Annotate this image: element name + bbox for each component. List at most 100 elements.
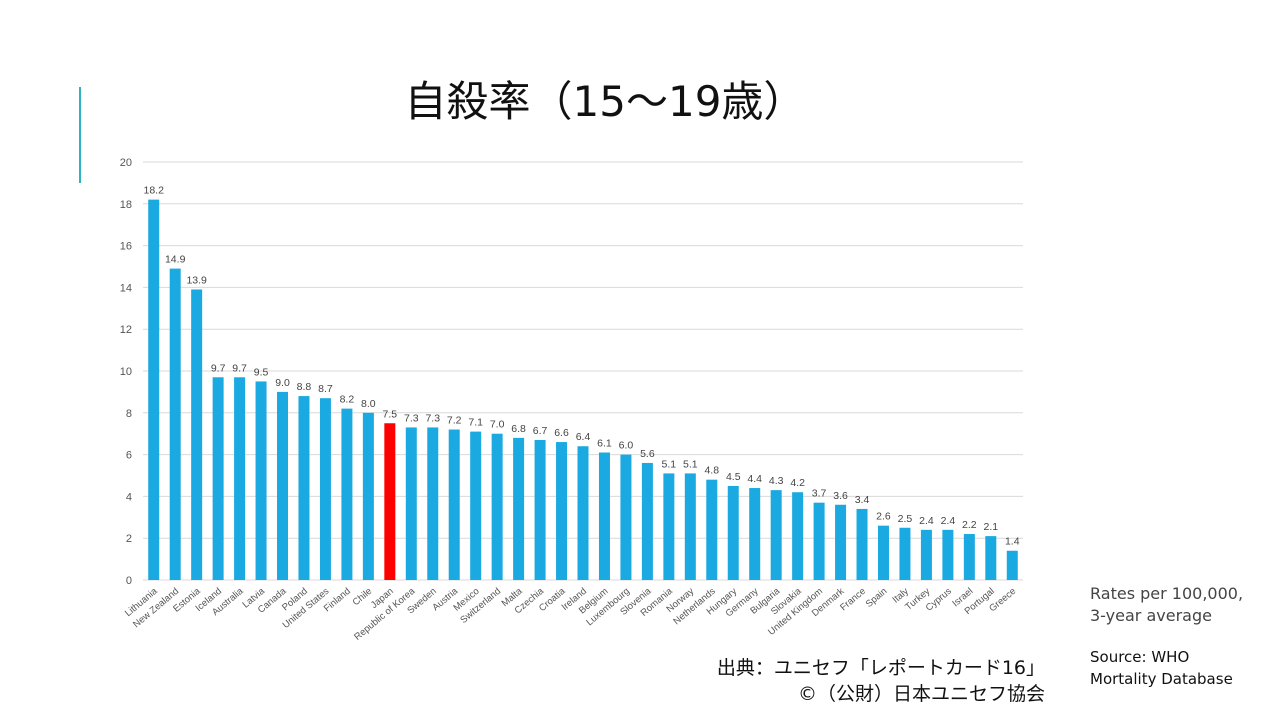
data-label: 4.4 [747, 473, 762, 485]
data-label: 8.8 [297, 381, 312, 393]
bar [405, 427, 417, 580]
data-label: 8.2 [340, 394, 355, 406]
bar [899, 527, 911, 580]
data-label: 9.7 [211, 362, 226, 374]
data-label: 5.6 [640, 448, 655, 460]
bar [856, 508, 868, 580]
y-tick-label: 8 [126, 408, 132, 420]
bar [341, 408, 353, 580]
y-tick-label: 20 [120, 157, 132, 169]
data-label: 7.5 [383, 408, 398, 420]
rates-note: Rates per 100,000, 3-year average [1090, 583, 1243, 627]
accent-line [79, 87, 81, 183]
data-label: 3.4 [855, 494, 870, 506]
bar [427, 427, 439, 580]
y-tick-label: 0 [126, 575, 132, 587]
bar [234, 377, 246, 580]
bar [942, 529, 954, 580]
data-label: 5.1 [662, 458, 677, 470]
bar [448, 429, 460, 580]
credit-note: 出典：ユニセフ「レポートカード16」 ©（公財）日本ユニセフ協会 [640, 655, 1045, 707]
y-tick-label: 4 [126, 491, 132, 503]
bar [362, 412, 374, 580]
bar [319, 398, 331, 580]
bar [727, 485, 739, 580]
data-label: 4.2 [790, 477, 805, 489]
bar [877, 525, 889, 580]
data-label: 4.5 [726, 471, 741, 483]
bar [598, 452, 610, 580]
bar [212, 377, 224, 580]
bar [920, 529, 932, 580]
y-tick-label: 6 [126, 450, 132, 462]
bar [835, 504, 847, 580]
y-tick-label: 16 [120, 241, 132, 253]
source-note-line: Mortality Database [1090, 670, 1233, 688]
chart-title: 自殺率（15〜19歳） [404, 77, 806, 126]
data-label: 9.5 [254, 366, 269, 378]
data-label: 2.2 [962, 519, 977, 531]
bar [255, 381, 267, 580]
x-tick-label: Spain [864, 586, 890, 610]
data-label: 6.7 [533, 425, 548, 437]
data-label: 6.6 [554, 427, 569, 439]
credit-line: 出典：ユニセフ「レポートカード16」 [716, 657, 1045, 679]
data-label: 4.8 [704, 465, 719, 477]
bar [534, 439, 546, 580]
bar [277, 391, 289, 580]
data-label: 2.1 [984, 521, 999, 533]
bar [749, 488, 761, 580]
bar [620, 454, 632, 580]
source-note-line: Source: WHO [1090, 648, 1190, 666]
bar [963, 534, 975, 580]
data-label: 5.1 [683, 458, 698, 470]
y-tick-label: 14 [120, 282, 132, 294]
data-label: 14.9 [165, 254, 186, 266]
bar [813, 502, 825, 580]
data-label: 4.3 [769, 475, 784, 487]
bar [641, 462, 653, 580]
rates-note-line: 3-year average [1090, 606, 1212, 625]
rates-note-line: Rates per 100,000, [1090, 584, 1244, 603]
bar [191, 289, 203, 580]
y-tick-label: 18 [120, 199, 132, 211]
data-label: 7.0 [490, 419, 505, 431]
data-label: 3.7 [812, 488, 827, 500]
data-label: 2.4 [919, 515, 934, 527]
data-label: 2.6 [876, 511, 891, 523]
data-label: 6.1 [597, 438, 612, 450]
y-tick-label: 10 [120, 366, 132, 378]
data-label: 8.7 [318, 383, 333, 395]
y-tick-label: 12 [120, 324, 132, 336]
y-tick-label: 2 [126, 533, 132, 545]
bar [148, 199, 160, 580]
bar [556, 442, 568, 580]
data-label: 2.4 [941, 515, 956, 527]
bar [1006, 550, 1018, 580]
bar [577, 446, 589, 580]
bar [513, 437, 525, 580]
data-label: 7.1 [468, 417, 483, 429]
bar [985, 536, 997, 580]
data-label: 3.6 [833, 490, 848, 502]
bar [663, 473, 675, 580]
data-label: 6.4 [576, 431, 591, 443]
data-label: 8.0 [361, 398, 376, 410]
credit-line: ©（公財）日本ユニセフ協会 [797, 683, 1045, 705]
bar [169, 268, 181, 580]
bar [770, 490, 782, 580]
bar [470, 431, 482, 580]
bar [384, 423, 396, 580]
bar [706, 479, 718, 580]
data-label: 9.0 [275, 377, 290, 389]
data-label: 2.5 [898, 513, 913, 525]
data-label: 7.2 [447, 415, 462, 427]
data-label: 13.9 [186, 274, 207, 286]
bar [792, 492, 804, 580]
bar [298, 396, 310, 580]
data-label: 18.2 [144, 185, 165, 197]
bar [491, 433, 503, 580]
data-label: 9.7 [232, 362, 247, 374]
data-label: 7.3 [425, 412, 440, 424]
